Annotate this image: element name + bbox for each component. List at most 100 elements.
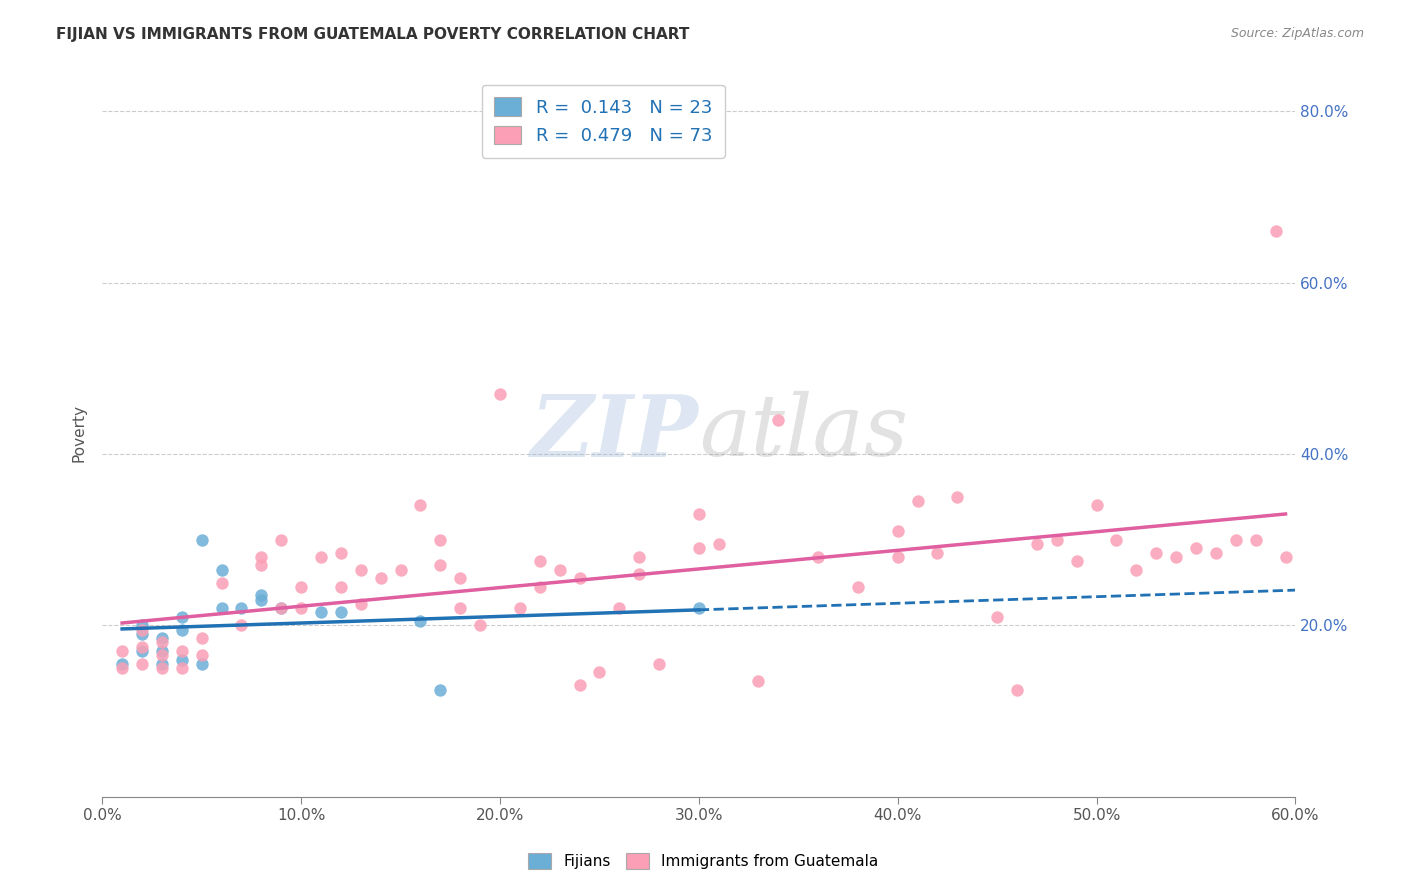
Point [429,682,451,697]
Legend: R =  0.143   N = 23, R =  0.479   N = 73: R = 0.143 N = 23, R = 0.479 N = 73 [482,85,725,158]
Point [1274,549,1296,564]
Point [1264,224,1286,238]
Point [111,644,134,658]
Point [1046,533,1069,547]
Point [409,614,432,628]
Point [607,601,630,615]
Point [568,571,591,585]
Point [270,601,292,615]
Point [927,545,949,559]
Point [747,673,769,688]
Point [409,499,432,513]
Legend: Fijians, Immigrants from Guatemala: Fijians, Immigrants from Guatemala [522,847,884,875]
Point [350,563,373,577]
Point [628,566,651,581]
Point [150,635,173,649]
Point [688,601,710,615]
Y-axis label: Poverty: Poverty [72,403,86,461]
Point [231,601,253,615]
Point [290,580,312,594]
Text: FIJIAN VS IMMIGRANTS FROM GUATEMALA POVERTY CORRELATION CHART: FIJIAN VS IMMIGRANTS FROM GUATEMALA POVE… [56,27,689,42]
Point [329,580,352,594]
Point [568,678,591,692]
Point [250,592,273,607]
Point [529,554,551,568]
Point [986,609,1008,624]
Point [1085,499,1108,513]
Point [190,533,212,547]
Point [509,601,531,615]
Point [131,623,153,637]
Point [150,657,173,671]
Point [309,549,332,564]
Point [111,661,134,675]
Point [309,606,332,620]
Point [846,580,869,594]
Point [329,606,352,620]
Point [211,563,233,577]
Point [548,563,571,577]
Point [1105,533,1128,547]
Point [1166,549,1188,564]
Point [250,588,273,602]
Point [946,490,969,504]
Point [429,533,451,547]
Point [707,537,730,551]
Point [907,494,929,508]
Point [170,609,193,624]
Point [270,601,292,615]
Point [449,601,471,615]
Text: atlas: atlas [699,392,908,474]
Point [489,387,512,401]
Point [768,413,790,427]
Point [250,549,273,564]
Point [131,618,153,632]
Point [290,601,312,615]
Point [1125,563,1147,577]
Point [131,657,153,671]
Point [1025,537,1047,551]
Point [429,558,451,573]
Point [648,657,671,671]
Point [131,627,153,641]
Point [449,571,471,585]
Point [1066,554,1088,568]
Point [1205,545,1227,559]
Point [628,549,651,564]
Point [688,507,710,521]
Point [150,644,173,658]
Point [170,644,193,658]
Point [1225,533,1247,547]
Point [211,601,233,615]
Point [170,652,193,666]
Point [370,571,392,585]
Point [131,640,153,654]
Text: ZIP: ZIP [531,391,699,475]
Point [211,575,233,590]
Point [886,524,908,538]
Point [190,657,212,671]
Point [270,533,292,547]
Point [150,631,173,645]
Point [329,545,352,559]
Point [588,665,610,680]
Point [886,549,908,564]
Text: Source: ZipAtlas.com: Source: ZipAtlas.com [1230,27,1364,40]
Point [131,644,153,658]
Point [150,648,173,663]
Point [231,618,253,632]
Point [250,558,273,573]
Point [190,648,212,663]
Point [1244,533,1267,547]
Point [170,661,193,675]
Point [111,657,134,671]
Point [1005,682,1028,697]
Point [190,631,212,645]
Point [688,541,710,556]
Point [1144,545,1167,559]
Point [150,661,173,675]
Point [807,549,830,564]
Point [389,563,412,577]
Point [468,618,491,632]
Point [350,597,373,611]
